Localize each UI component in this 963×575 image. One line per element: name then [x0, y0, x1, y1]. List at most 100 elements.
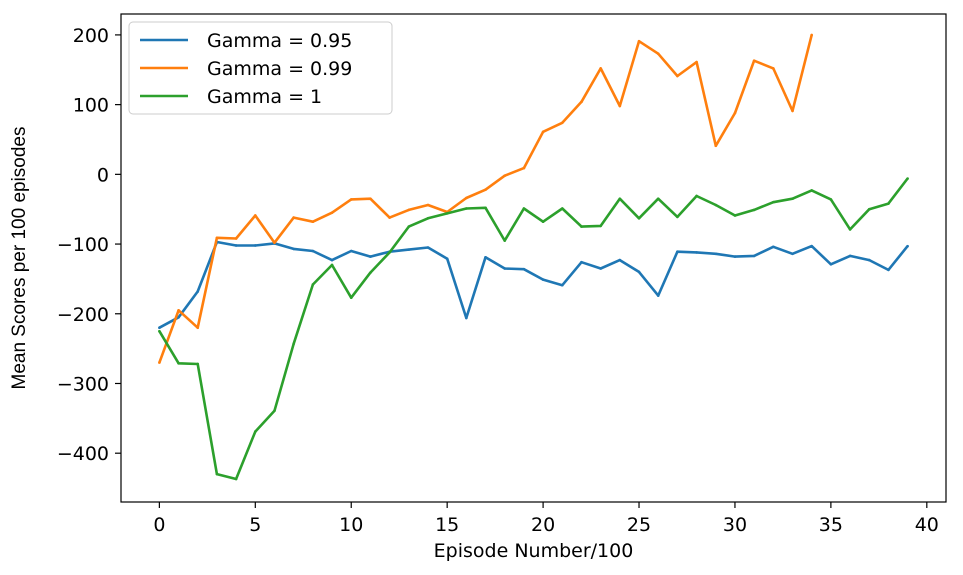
data-point — [752, 208, 756, 212]
data-point — [484, 188, 487, 191]
data-point — [791, 252, 794, 256]
data-point — [254, 244, 257, 247]
data-point — [426, 246, 430, 249]
data-point — [733, 111, 737, 115]
data-point — [580, 100, 583, 104]
data-point — [292, 247, 295, 251]
data-point — [580, 225, 583, 228]
data-point — [560, 207, 564, 210]
data-point — [791, 109, 794, 113]
data-point — [522, 166, 526, 170]
x-tick-label: 5 — [249, 514, 261, 536]
data-point — [906, 244, 909, 248]
y-tick-label: −300 — [57, 373, 109, 395]
data-point — [867, 258, 871, 262]
y-tick-label: −400 — [57, 443, 109, 465]
x-tick-label: 30 — [723, 514, 747, 536]
data-point — [752, 254, 756, 258]
data-point — [503, 267, 507, 270]
data-point — [714, 144, 718, 148]
data-point — [541, 220, 545, 224]
data-point — [215, 472, 219, 476]
data-point — [484, 206, 487, 210]
data-point — [311, 220, 315, 224]
data-point — [733, 255, 737, 258]
data-point — [369, 197, 372, 201]
data-point — [541, 278, 545, 281]
data-point — [676, 74, 679, 78]
data-point — [407, 248, 411, 251]
data-point — [292, 342, 295, 346]
series-line-1 — [158, 240, 909, 329]
data-point — [407, 208, 411, 212]
data-point — [733, 214, 737, 217]
data-point — [407, 225, 411, 228]
data-point — [618, 258, 622, 262]
data-point — [637, 270, 641, 274]
x-axis-label: Episode Number/100 — [434, 540, 634, 562]
x-tick-label: 40 — [915, 514, 939, 536]
data-point — [311, 249, 315, 253]
data-point — [560, 283, 564, 287]
data-point — [656, 294, 660, 297]
data-point — [618, 197, 622, 201]
data-point — [273, 241, 276, 244]
plot-layer — [158, 33, 909, 481]
data-point — [829, 198, 833, 201]
data-point — [522, 267, 526, 271]
data-point — [599, 267, 602, 270]
series-line-3 — [158, 177, 909, 481]
data-point — [234, 237, 238, 240]
data-point — [426, 216, 430, 220]
data-point — [215, 236, 219, 240]
y-tick-label: −200 — [57, 304, 109, 326]
data-point — [772, 67, 775, 70]
data-point — [906, 177, 909, 180]
legend-box — [128, 21, 393, 115]
y-tick-label: 200 — [73, 25, 109, 47]
data-point — [599, 224, 602, 228]
data-point — [349, 296, 353, 300]
data-point — [445, 212, 449, 215]
data-point — [656, 52, 660, 56]
data-point — [503, 174, 507, 178]
data-point — [234, 244, 238, 247]
data-point — [867, 207, 871, 211]
data-point — [349, 249, 353, 253]
x-tick-label: 35 — [819, 514, 843, 536]
data-point — [522, 207, 526, 210]
data-point — [810, 189, 813, 192]
data-point — [388, 216, 391, 219]
data-point — [541, 130, 545, 134]
data-point — [465, 207, 468, 210]
data-point — [369, 271, 372, 274]
data-point — [676, 250, 679, 254]
y-tick-label: 0 — [97, 164, 109, 186]
data-point — [637, 39, 641, 43]
data-point — [695, 60, 698, 64]
data-point — [465, 316, 468, 320]
data-point — [618, 104, 622, 108]
y-tick-label: 100 — [73, 95, 109, 117]
y-axis-label: Mean Scores per 100 episodes — [9, 127, 30, 390]
data-point — [791, 197, 794, 201]
data-point — [177, 308, 180, 312]
plot-frame — [120, 13, 947, 503]
data-point — [484, 256, 487, 259]
data-point — [292, 216, 295, 219]
data-point — [810, 33, 813, 37]
data-point — [695, 251, 698, 254]
data-point — [848, 254, 852, 258]
data-point — [810, 244, 813, 248]
data-point — [599, 67, 602, 70]
data-point — [560, 121, 564, 125]
data-point — [273, 409, 276, 412]
data-point — [637, 216, 641, 220]
data-point — [580, 260, 583, 264]
data-point — [656, 197, 660, 201]
data-point — [158, 326, 161, 330]
data-point — [772, 245, 775, 249]
legend-label: Gamma = 1 — [207, 86, 322, 108]
legend: Gamma = 0.95 Gamma = 0.99 Gamma = 1 — [128, 21, 393, 115]
